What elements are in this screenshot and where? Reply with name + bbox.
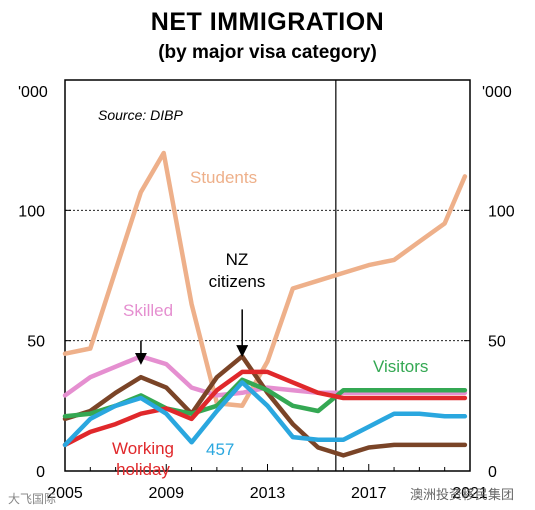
x-tick-label-2021: 2021 (452, 485, 488, 502)
label-working-line1: Working (112, 439, 174, 458)
label-skilled: Skilled (123, 301, 173, 320)
unit-label-right: '000 (482, 84, 512, 101)
chart-subtitle: (by major visa category) (158, 42, 377, 63)
label-457: 457 (206, 440, 234, 459)
x-tick-label-2009: 2009 (148, 485, 184, 502)
unit-label-left: '000 (18, 84, 48, 101)
label-nz-line2: citizens (209, 272, 266, 291)
chart-title: NET IMMIGRATION (150, 8, 385, 36)
y-tick-label-left-100: 100 (18, 203, 45, 220)
source-note: Source: DIBP (98, 107, 183, 123)
y-tick-label-right-0: 0 (488, 464, 497, 481)
series-line-students (62, 150, 468, 409)
watermark-right: 澳洲投资移民集团 (410, 487, 515, 502)
series-line-skilled (62, 354, 468, 398)
x-tick-label-2013: 2013 (250, 485, 286, 502)
x-tick-label-2005: 2005 (47, 485, 83, 502)
label-visitors: Visitors (373, 357, 428, 376)
label-students: Students (190, 168, 257, 187)
y-tick-label-left-0: 0 (36, 464, 45, 481)
y-tick-label-right-50: 50 (488, 334, 506, 351)
x-tick-label-2017: 2017 (351, 485, 387, 502)
y-tick-label-right-100: 100 (488, 203, 515, 220)
label-nz-line1: NZ (226, 250, 249, 269)
series-line-457 (62, 380, 468, 448)
series-line-working-holiday (62, 369, 468, 448)
y-tick-label-left-50: 50 (27, 334, 45, 351)
label-working-line2: holiday (116, 460, 170, 479)
watermark-left: 大飞国际 (8, 492, 57, 506)
